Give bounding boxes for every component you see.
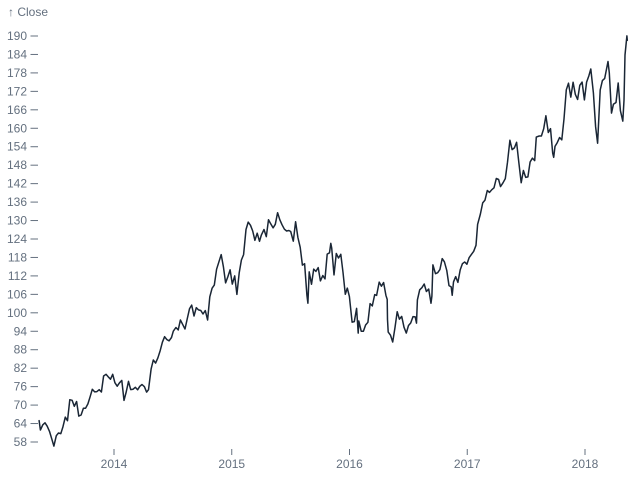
y-tick-label: 142 bbox=[7, 177, 27, 191]
y-tick-label: 136 bbox=[7, 195, 27, 209]
x-tick-label: 2014 bbox=[101, 457, 128, 471]
x-tick-label: 2015 bbox=[218, 457, 245, 471]
y-tick-label: 76 bbox=[14, 380, 28, 394]
y-tick-label: 172 bbox=[7, 84, 27, 98]
y-tick-label: 166 bbox=[7, 103, 27, 117]
y-tick-label: 160 bbox=[7, 121, 27, 135]
y-tick-label: 184 bbox=[7, 47, 27, 61]
x-tick-label: 2016 bbox=[336, 457, 363, 471]
y-tick-label: 112 bbox=[8, 269, 27, 283]
y-tick-label: 178 bbox=[7, 66, 27, 80]
y-tick-label: 88 bbox=[14, 343, 28, 357]
y-tick-label: 118 bbox=[8, 250, 27, 264]
y-tick-label: 106 bbox=[7, 287, 27, 301]
y-axis-title: ↑ Close bbox=[8, 5, 48, 19]
x-tick-label: 2017 bbox=[454, 457, 481, 471]
y-tick-label: 94 bbox=[14, 324, 28, 338]
y-tick-label: 124 bbox=[7, 232, 27, 246]
y-tick-label: 100 bbox=[7, 306, 27, 320]
y-tick-label: 70 bbox=[14, 398, 28, 412]
x-axis: 2014 2015 2016 2017 2018 bbox=[101, 449, 599, 471]
y-axis: 58 64 70 76 82 88 94 100 106 112 118 124 130 136 142 14… bbox=[7, 29, 38, 449]
y-tick-label: 64 bbox=[14, 417, 28, 431]
close-price-line bbox=[38, 35, 629, 447]
y-tick-label: 190 bbox=[7, 29, 27, 43]
y-tick-label: 82 bbox=[14, 361, 28, 375]
y-tick-label: 130 bbox=[7, 214, 27, 228]
y-tick-label: 58 bbox=[14, 435, 28, 449]
x-tick-label: 2018 bbox=[572, 457, 599, 471]
y-tick-label: 154 bbox=[7, 140, 27, 154]
y-tick-label: 148 bbox=[7, 158, 27, 172]
